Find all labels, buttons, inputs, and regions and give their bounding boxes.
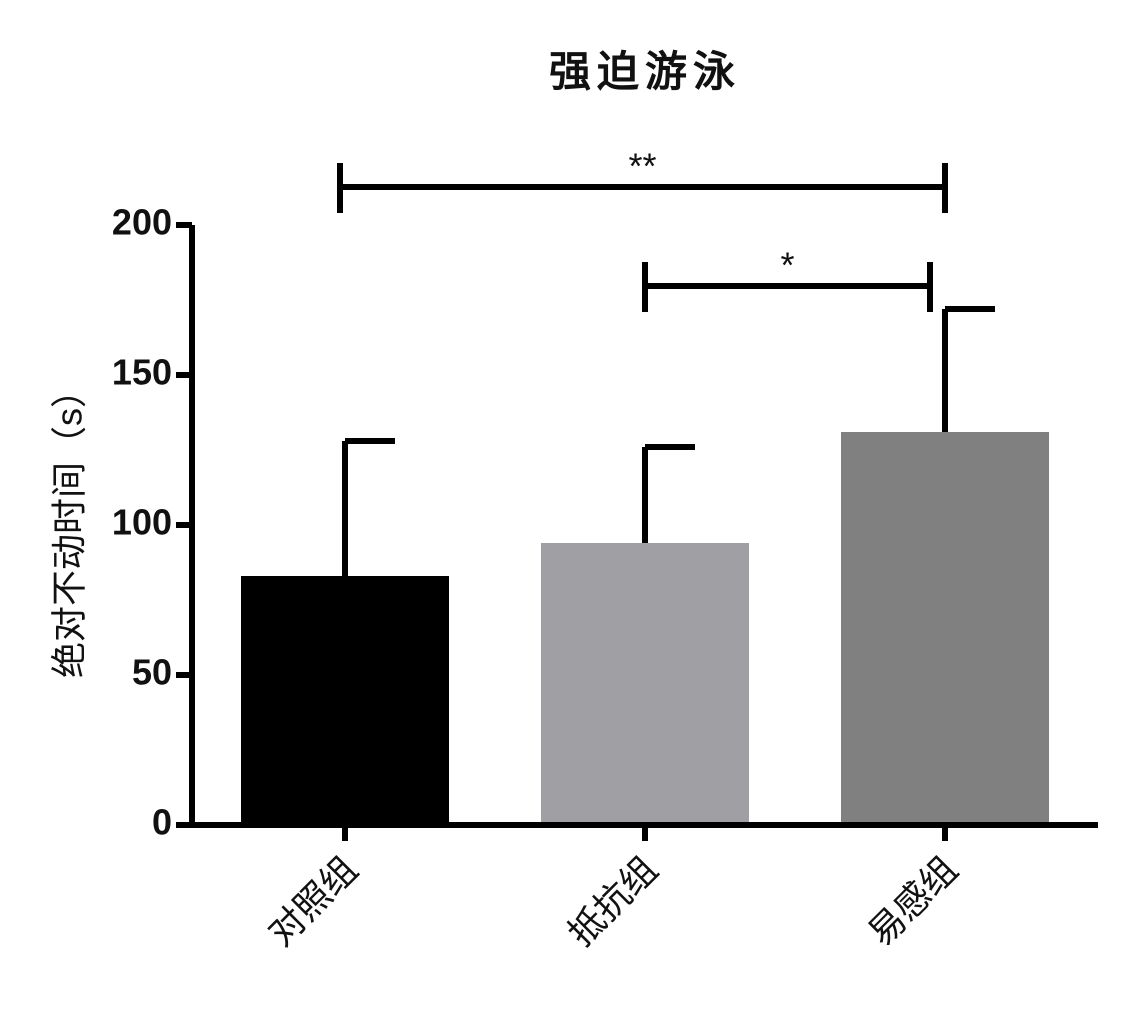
error-bar — [342, 438, 395, 576]
error-bar — [642, 444, 695, 543]
y-tick-label: 50 — [132, 652, 172, 693]
bar — [841, 432, 1049, 825]
y-axis-label: 绝对不动时间（s） — [49, 372, 90, 678]
x-tick-label: 对照组 — [260, 848, 365, 953]
y-tick-label: 150 — [112, 352, 172, 393]
x-tick-label: 易感组 — [860, 848, 965, 953]
x-tick-label: 抵抗组 — [560, 848, 665, 953]
y-tick-label: 100 — [112, 502, 172, 543]
bar — [241, 576, 449, 825]
y-tick-label: 0 — [152, 802, 172, 843]
y-tick-label: 200 — [112, 202, 172, 243]
sig-label: ** — [628, 146, 656, 187]
error-bar — [942, 306, 995, 432]
chart-title: 强迫游泳 — [549, 48, 741, 95]
sig-label: * — [780, 245, 794, 286]
bar — [541, 543, 749, 825]
